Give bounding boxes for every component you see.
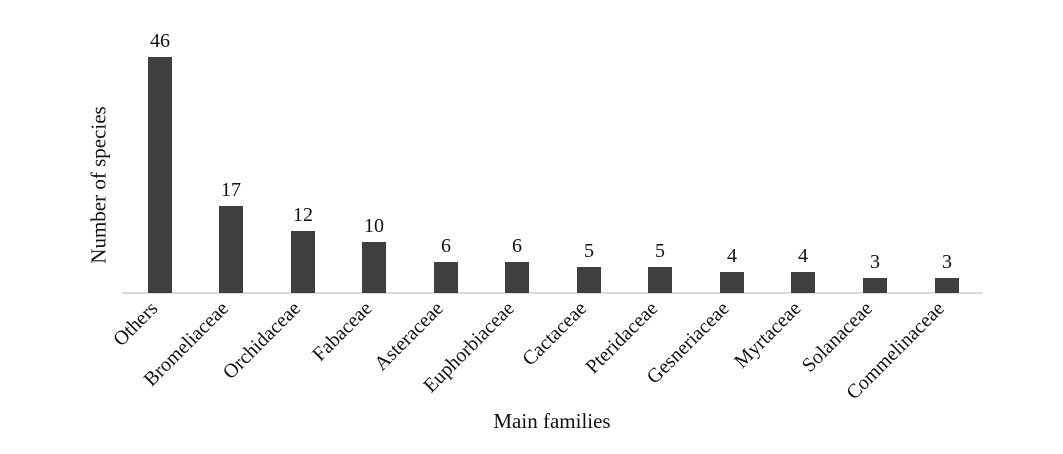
bar-value-label: 3 [870,251,880,273]
bar-value-label: 5 [655,240,665,262]
bar-value-label: 46 [150,30,170,52]
bar [362,242,386,293]
bar [791,272,815,293]
bar-value-label: 5 [584,240,594,262]
category-label: Fabaceae [307,297,376,366]
bar [505,262,529,293]
bar [648,267,672,293]
x-axis-title: Main families [493,409,611,433]
bar [720,272,744,293]
x-axis-line [122,292,983,294]
bar [219,206,243,293]
category-label: Others [108,297,162,351]
category-label: Orchidaceae [218,297,305,384]
bar [863,278,887,293]
bar [434,262,458,293]
bar-value-label: 3 [942,251,952,273]
bar [291,231,315,293]
category-label: Myrtaceae [729,297,805,373]
bar-value-label: 4 [798,245,808,267]
bar-value-label: 4 [727,245,737,267]
bar-value-label: 10 [364,215,384,237]
bar-value-label: 17 [221,179,241,201]
bar [148,57,172,293]
bar-value-label: 12 [293,204,313,226]
bar [577,267,601,293]
bar-value-label: 6 [441,235,451,257]
category-label: Cactaceae [518,297,591,371]
bar-value-label: 6 [512,235,522,257]
bar [935,278,959,293]
y-axis-title: Number of species [86,106,111,264]
